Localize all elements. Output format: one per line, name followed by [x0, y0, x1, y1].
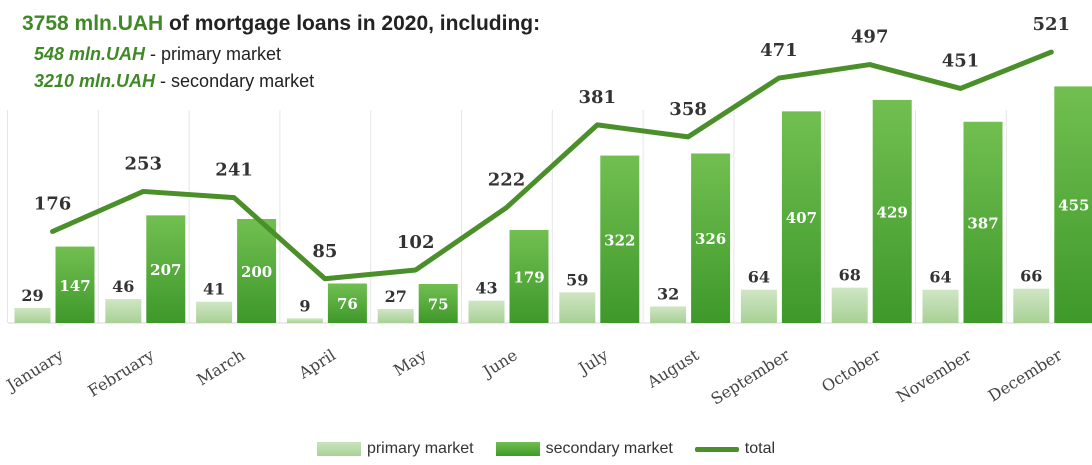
primary-amount: 548 mln.UAH — [34, 44, 146, 64]
label-total: 358 — [669, 99, 707, 120]
label-secondary: 407 — [786, 209, 817, 227]
bar-primary — [196, 301, 233, 323]
bar-primary — [831, 287, 868, 323]
label-primary: 64 — [929, 268, 951, 287]
bar-secondary — [600, 155, 640, 323]
label-total: 497 — [851, 27, 889, 48]
label-primary: 46 — [112, 277, 134, 296]
label-total: 241 — [215, 160, 253, 181]
bar-primary — [468, 300, 505, 323]
bar-primary — [105, 299, 142, 323]
bar-primary — [14, 307, 51, 323]
primary-caption: - primary market — [145, 44, 282, 64]
data-labels-group: 29 147 46 207 41 200 9 76 27 75 43 179 59 322 32 326 64 4… — [21, 14, 1089, 315]
bar-primary — [559, 292, 596, 323]
bar-secondary — [327, 283, 367, 323]
label-secondary: 76 — [337, 295, 358, 313]
bar-secondary — [146, 215, 186, 323]
total-line-group — [50, 49, 1054, 282]
bar-secondary — [872, 99, 912, 323]
legend-item-total: total — [694, 440, 776, 458]
tick-label: October — [818, 345, 884, 396]
label-total: 381 — [579, 87, 617, 108]
bar-primary — [650, 306, 687, 323]
label-primary: 29 — [21, 286, 43, 305]
title-line-secondary: 3210 mln.UAH - secondary market — [34, 71, 540, 92]
bar-secondary — [237, 219, 277, 323]
label-secondary: 429 — [877, 203, 908, 221]
label-primary: 9 — [299, 296, 310, 315]
label-secondary: 75 — [428, 296, 449, 314]
label-total: 521 — [1033, 14, 1071, 35]
bar-secondary — [963, 121, 1003, 323]
label-primary: 66 — [1020, 267, 1042, 286]
bar-primary — [286, 318, 323, 323]
label-secondary: 179 — [513, 268, 544, 286]
legend-item-primary: primary market — [316, 440, 474, 458]
tick-label: May — [390, 345, 430, 380]
label-total: 102 — [397, 232, 435, 253]
tick-label: June — [478, 345, 521, 382]
label-secondary: 207 — [150, 261, 181, 279]
secondary-amount: 3210 mln.UAH — [34, 71, 156, 91]
tick-label: January — [2, 345, 67, 395]
chart-title: 3758 mln.UAH of mortgage loans in 2020, … — [22, 12, 540, 92]
legend-swatch-total — [694, 446, 739, 452]
tick-label: April — [294, 345, 339, 383]
bar-secondary — [509, 229, 549, 323]
legend-item-secondary: secondary market — [495, 440, 673, 458]
label-secondary: 322 — [604, 231, 635, 249]
bars-group — [14, 86, 1092, 324]
label-primary: 32 — [657, 284, 679, 303]
label-secondary: 455 — [1058, 197, 1089, 215]
bar-secondary — [691, 153, 731, 323]
label-secondary: 326 — [695, 230, 726, 248]
label-primary: 43 — [475, 279, 497, 298]
tick-label: September — [707, 345, 793, 409]
bar-primary — [1013, 288, 1050, 323]
legend-swatch-secondary — [495, 442, 540, 456]
tick-label: November — [893, 345, 975, 406]
label-total: 222 — [488, 170, 526, 191]
x-axis: January February March April May June July Augu… — [2, 345, 1066, 409]
title-line-primary: 548 mln.UAH - primary market — [34, 44, 540, 65]
secondary-caption: - secondary market — [155, 71, 315, 91]
tick-label: March — [193, 345, 248, 389]
label-secondary: 200 — [241, 263, 272, 281]
label-total: 253 — [125, 153, 163, 174]
total-amount: 3758 mln.UAH — [22, 12, 164, 35]
bar-primary — [377, 308, 414, 323]
bar-secondary — [55, 246, 95, 323]
label-total: 451 — [942, 50, 980, 71]
label-total: 85 — [312, 241, 337, 262]
legend-label-secondary: secondary market — [545, 440, 673, 457]
tick-label: August — [643, 345, 703, 392]
bar-primary — [922, 289, 959, 323]
label-primary: 41 — [203, 280, 225, 299]
label-total: 176 — [34, 193, 72, 214]
bar-primary — [740, 289, 777, 323]
label-primary: 27 — [385, 287, 407, 306]
bar-secondary — [418, 284, 458, 323]
legend-swatch-primary — [316, 442, 361, 456]
bar-secondary — [1054, 86, 1092, 324]
total-caption: of mortgage loans in 2020, including: — [163, 12, 541, 35]
legend-label-primary: primary market — [366, 440, 474, 457]
label-total: 471 — [760, 40, 798, 61]
label-primary: 59 — [566, 270, 588, 289]
label-secondary: 387 — [967, 214, 998, 232]
legend-label-total: total — [744, 440, 776, 457]
legend: primary market secondary market total — [0, 440, 1092, 458]
tick-label: February — [84, 345, 157, 400]
label-primary: 64 — [748, 268, 770, 287]
label-primary: 68 — [839, 266, 861, 285]
title-line-total: 3758 mln.UAH of mortgage loans in 2020, … — [22, 12, 540, 36]
tick-label: July — [573, 345, 611, 379]
total-line — [50, 49, 1054, 282]
tick-label: December — [985, 345, 1066, 405]
bar-secondary — [781, 111, 821, 323]
label-secondary: 147 — [59, 277, 90, 295]
